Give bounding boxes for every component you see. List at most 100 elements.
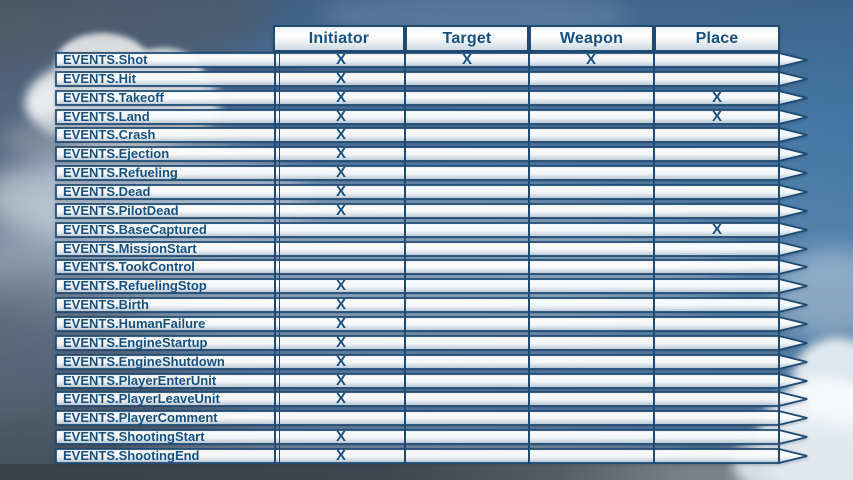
- row-arrow-shape: [55, 221, 808, 238]
- event-label: EVENTS.ShootingEnd: [63, 447, 200, 463]
- table-row: EVENTS.MissionStart: [55, 241, 808, 257]
- mark-cell: X: [335, 88, 346, 106]
- event-label: EVENTS.Land: [63, 108, 150, 124]
- table-row: EVENTS.Refueling X: [55, 165, 808, 181]
- column-header-initiator: Initiator: [273, 25, 405, 52]
- event-label: EVENTS.Hit: [63, 70, 136, 86]
- event-label: EVENTS.EngineShutdown: [63, 353, 225, 369]
- column-rule: [274, 52, 276, 464]
- event-label: EVENTS.Dead: [63, 183, 151, 199]
- event-label: EVENTS.Crash: [63, 127, 156, 143]
- mark-cell: X: [335, 145, 346, 163]
- row-arrow-shape: [55, 410, 808, 427]
- table-row: EVENTS.Ejection X: [55, 145, 808, 163]
- mark-cell: X: [335, 51, 346, 68]
- column-header-target: Target: [405, 25, 529, 52]
- table-row: EVENTS.Hit X: [55, 69, 808, 87]
- table-row: EVENTS.PlayerLeaveUnit X: [55, 390, 808, 408]
- column-header-weapon: Weapon: [529, 25, 654, 52]
- event-label: EVENTS.PlayerComment: [63, 410, 218, 426]
- table-row: EVENTS.BaseCaptured X: [55, 220, 808, 238]
- mark-cell: X: [335, 333, 346, 351]
- event-label: EVENTS.HumanFailure: [63, 315, 206, 331]
- event-label: EVENTS.MissionStart: [63, 240, 197, 256]
- row-arrow-shape: [55, 353, 808, 370]
- mark-cell: X: [335, 201, 346, 219]
- mark-cell: X: [335, 296, 346, 314]
- mark-cell: X: [335, 107, 346, 125]
- column-rule: [778, 25, 780, 464]
- row-arrow-shape: [55, 146, 808, 163]
- table-row: EVENTS.Shot X X X: [55, 52, 808, 68]
- table-row: EVENTS.Birth X: [55, 297, 808, 313]
- row-arrow-shape: [55, 89, 808, 106]
- row-arrow-shape: [55, 316, 808, 332]
- row-arrow-shape: [55, 372, 808, 389]
- mark-cell: X: [711, 88, 722, 106]
- table-row: EVENTS.PlayerEnterUnit X: [55, 371, 808, 389]
- table-row: EVENTS.EngineShutdown X: [55, 352, 808, 370]
- row-arrow-shape: [55, 127, 808, 144]
- event-label: EVENTS.Birth: [63, 297, 149, 313]
- mark-cell: X: [335, 428, 346, 446]
- mark-cell: X: [335, 390, 346, 408]
- mark-cell: X: [335, 277, 346, 295]
- row-arrow-shape: [55, 108, 808, 125]
- event-label: EVENTS.EngineStartup: [63, 334, 208, 350]
- event-label: EVENTS.Shot: [63, 52, 148, 67]
- mark-cell: X: [335, 371, 346, 389]
- event-label: EVENTS.PlayerEnterUnit: [63, 372, 217, 388]
- mark-cell: X: [711, 220, 722, 238]
- mark-cell: X: [335, 352, 346, 370]
- column-rule: [404, 25, 406, 464]
- mark-cell: X: [711, 107, 722, 125]
- row-arrow-shape: [55, 240, 808, 257]
- column-rule: [653, 25, 655, 464]
- table-row: EVENTS.EngineStartup X: [55, 333, 808, 351]
- row-arrow-shape: [55, 202, 808, 219]
- column-rule: [528, 25, 530, 464]
- table-row: EVENTS.ShootingStart X: [55, 429, 808, 445]
- mark-cell: X: [335, 69, 346, 87]
- mark-cell: X: [585, 51, 596, 68]
- mark-cell: X: [461, 51, 472, 68]
- table-row: EVENTS.Dead X: [55, 182, 808, 200]
- event-label: EVENTS.PilotDead: [63, 202, 179, 218]
- event-label: EVENTS.Takeoff: [63, 89, 164, 105]
- row-arrow-shape: [55, 448, 808, 464]
- row-arrow-shape: [55, 429, 808, 445]
- column-header-place: Place: [654, 25, 780, 52]
- row-arrow-shape: [55, 391, 808, 408]
- mark-cell: X: [335, 182, 346, 200]
- mark-cell: X: [335, 126, 346, 144]
- table-row: EVENTS.RefuelingStop X: [55, 277, 808, 295]
- table-row: EVENTS.HumanFailure X: [55, 314, 808, 332]
- table-row: EVENTS.Crash X: [55, 126, 808, 144]
- event-label: EVENTS.RefuelingStop: [63, 278, 207, 294]
- mark-cell: X: [335, 446, 346, 464]
- mark-cell: X: [335, 164, 346, 182]
- event-label: EVENTS.BaseCaptured: [63, 221, 207, 237]
- row-arrow-shape: [55, 278, 808, 295]
- event-label: EVENTS.Refueling: [63, 165, 178, 181]
- event-label: EVENTS.PlayerLeaveUnit: [63, 391, 220, 407]
- event-label: EVENTS.ShootingStart: [63, 429, 205, 445]
- row-arrow-shape: [55, 259, 808, 276]
- row-arrow-shape: [55, 334, 808, 351]
- row-arrow-shape: [55, 297, 808, 313]
- mark-cell: X: [335, 314, 346, 332]
- row-arrow-shape: [55, 52, 808, 68]
- row-arrow-shape: [55, 70, 808, 87]
- row-arrow-shape: [55, 184, 808, 200]
- table-header-row: Initiator Target Weapon Place: [273, 25, 780, 52]
- event-label: EVENTS.TookControl: [63, 259, 195, 275]
- dark-ground-strip: [0, 464, 853, 480]
- row-arrow-shape: [55, 165, 808, 181]
- table-row: EVENTS.Land X X: [55, 107, 808, 125]
- table-row: EVENTS.PilotDead X: [55, 201, 808, 219]
- table-row: EVENTS.Takeoff X X: [55, 88, 808, 106]
- table-row: EVENTS.ShootingEnd X: [55, 446, 808, 464]
- table-row: EVENTS.TookControl: [55, 259, 808, 276]
